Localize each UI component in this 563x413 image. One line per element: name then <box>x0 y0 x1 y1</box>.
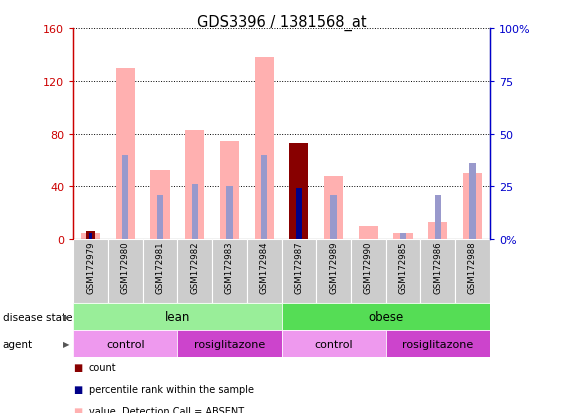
Bar <box>261 155 267 240</box>
Text: percentile rank within the sample: percentile rank within the sample <box>89 384 254 394</box>
Bar <box>359 226 378 240</box>
Text: ■: ■ <box>73 384 82 394</box>
Text: ▶: ▶ <box>62 339 69 348</box>
Bar <box>73 240 108 304</box>
Text: control: control <box>106 339 145 349</box>
Bar <box>247 240 282 304</box>
Bar <box>386 330 490 357</box>
Bar <box>212 240 247 304</box>
Bar <box>282 304 490 330</box>
Bar <box>351 240 386 304</box>
Text: GSM172988: GSM172988 <box>468 241 477 293</box>
Bar <box>122 155 128 240</box>
Text: rosiglitazone: rosiglitazone <box>402 339 473 349</box>
Bar <box>177 240 212 304</box>
Bar <box>116 69 135 240</box>
Text: GSM172979: GSM172979 <box>86 241 95 293</box>
Bar <box>435 195 441 240</box>
Text: GSM172989: GSM172989 <box>329 241 338 293</box>
Bar <box>324 176 343 240</box>
Bar <box>428 223 447 240</box>
Bar <box>185 130 204 240</box>
Bar <box>86 232 95 240</box>
Text: count: count <box>89 363 117 373</box>
Bar <box>316 240 351 304</box>
Text: GSM172990: GSM172990 <box>364 241 373 293</box>
Text: GSM172987: GSM172987 <box>294 241 303 293</box>
Bar <box>73 330 177 357</box>
Bar <box>289 143 309 240</box>
Bar <box>81 233 100 240</box>
Bar <box>455 240 490 304</box>
Text: ▶: ▶ <box>62 313 69 321</box>
Bar <box>400 233 406 240</box>
Bar <box>463 174 482 240</box>
Bar <box>87 231 93 240</box>
Text: value, Detection Call = ABSENT: value, Detection Call = ABSENT <box>89 406 244 413</box>
Bar <box>386 240 421 304</box>
Bar <box>220 142 239 240</box>
Text: control: control <box>314 339 353 349</box>
Text: ■: ■ <box>73 363 82 373</box>
Text: obese: obese <box>368 311 403 323</box>
Text: GSM172986: GSM172986 <box>434 241 442 293</box>
Bar <box>394 233 413 240</box>
Bar <box>142 240 177 304</box>
Text: GSM172984: GSM172984 <box>260 241 269 293</box>
Text: GSM172985: GSM172985 <box>399 241 408 293</box>
Text: GSM172982: GSM172982 <box>190 241 199 293</box>
Text: GDS3396 / 1381568_at: GDS3396 / 1381568_at <box>196 14 367 31</box>
Text: GSM172981: GSM172981 <box>155 241 164 293</box>
Text: lean: lean <box>164 311 190 323</box>
Bar <box>177 330 282 357</box>
Bar <box>282 240 316 304</box>
Text: ■: ■ <box>73 406 82 413</box>
Bar <box>296 189 302 240</box>
Text: GSM172980: GSM172980 <box>121 241 129 293</box>
Bar <box>108 240 142 304</box>
Text: GSM172983: GSM172983 <box>225 241 234 293</box>
Bar <box>254 58 274 240</box>
Bar <box>89 233 92 240</box>
Bar <box>282 330 386 357</box>
Text: agent: agent <box>3 339 33 349</box>
Bar <box>157 195 163 240</box>
Bar <box>470 164 476 240</box>
Bar <box>73 304 282 330</box>
Bar <box>330 195 337 240</box>
Bar <box>226 187 233 240</box>
Bar <box>191 185 198 240</box>
Text: disease state: disease state <box>3 312 72 322</box>
Bar <box>150 171 169 240</box>
Text: rosiglitazone: rosiglitazone <box>194 339 265 349</box>
Bar <box>421 240 455 304</box>
